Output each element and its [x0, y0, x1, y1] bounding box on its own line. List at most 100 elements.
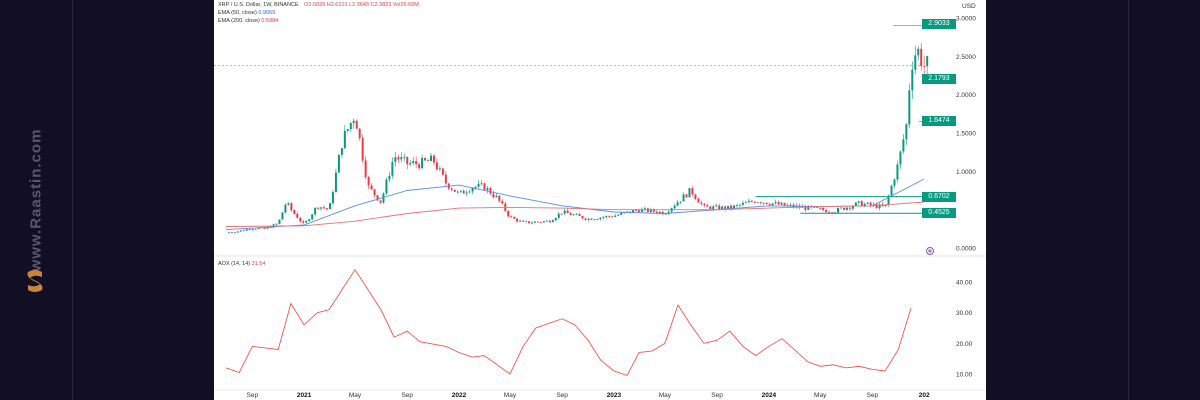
- aox-line: [225, 268, 912, 376]
- candle-body: [860, 201, 863, 207]
- candle-body: [287, 203, 290, 205]
- candle-body: [649, 209, 652, 212]
- candle-body: [727, 205, 730, 210]
- candle-body: [343, 130, 346, 149]
- x-tick-label: 2023: [607, 392, 622, 399]
- candle-body: [501, 200, 504, 204]
- candle-body: [427, 160, 430, 162]
- candle-body: [296, 213, 299, 219]
- candle-body: [352, 120, 355, 123]
- candle-body: [839, 207, 842, 209]
- candle-body: [715, 205, 718, 207]
- candle-body: [899, 151, 902, 165]
- candle-body: [251, 228, 254, 230]
- candle-body: [896, 164, 899, 180]
- candle-body: [640, 209, 643, 212]
- candle-body: [528, 221, 531, 224]
- candle-body: [415, 161, 418, 165]
- candle-body: [531, 222, 534, 224]
- candle-body: [328, 203, 331, 210]
- candle-body: [230, 232, 233, 234]
- candle-body: [584, 218, 587, 220]
- aox-tick-label: 20.00: [956, 341, 973, 348]
- candle-body: [602, 217, 605, 219]
- candle-body: [608, 216, 611, 217]
- candle-body: [926, 56, 929, 67]
- candle-body: [429, 155, 432, 162]
- candle-body: [394, 157, 397, 162]
- candle-body: [923, 66, 926, 67]
- candle-body: [679, 201, 682, 203]
- candle-body: [498, 195, 501, 201]
- candle-body: [373, 189, 376, 196]
- candle-body: [744, 202, 747, 204]
- ema50-legend: EMA (50, close) 0.9069: [218, 10, 275, 17]
- candle-body: [658, 211, 661, 214]
- aox-tick-label: 40.00: [956, 280, 973, 287]
- candle-body: [637, 210, 640, 212]
- candle-body: [661, 211, 664, 215]
- candle-body: [513, 216, 516, 219]
- x-tick-label: Sep: [867, 392, 879, 399]
- candle-body: [284, 204, 287, 213]
- candle-body: [364, 160, 367, 178]
- candle-body: [712, 206, 715, 210]
- candle-body: [563, 210, 566, 214]
- candle-body: [337, 154, 340, 173]
- candle-body: [703, 203, 706, 206]
- x-tick-label: May: [659, 392, 672, 399]
- candle-body: [908, 90, 911, 125]
- frame-line-left: [72, 0, 73, 400]
- price-tick-label: 0.0000: [956, 246, 976, 253]
- candle-body: [724, 206, 727, 210]
- candle-body: [495, 195, 498, 198]
- candle-body: [768, 204, 771, 206]
- candle-body: [471, 187, 474, 192]
- ema50-value: 0.9069: [258, 10, 276, 16]
- candle-body: [709, 206, 712, 210]
- candle-body: [617, 214, 620, 216]
- candle-body: [741, 202, 744, 205]
- candle-body: [857, 201, 860, 203]
- candle-body: [777, 202, 780, 205]
- candle-body: [774, 202, 777, 204]
- candle-body: [721, 206, 724, 210]
- candle-body: [878, 204, 881, 209]
- candle-body: [756, 202, 759, 204]
- candle-body: [462, 190, 465, 194]
- candle-body: [738, 204, 741, 206]
- candle-body: [611, 216, 614, 218]
- candle-body: [596, 219, 599, 220]
- candle-body: [331, 192, 334, 204]
- candle-body: [492, 193, 495, 198]
- candle-body: [474, 186, 477, 188]
- candle-body: [590, 218, 593, 220]
- candle-body: [554, 217, 557, 221]
- candle-body: [759, 202, 762, 204]
- candle-body: [406, 156, 409, 165]
- candle-body: [533, 221, 536, 223]
- candle-body: [340, 148, 343, 155]
- candle-body: [346, 129, 349, 131]
- candle-body: [694, 194, 697, 199]
- chart-canvas[interactable]: USD 3.0000 2.5000 2.0000 1.5000 1.0000 0.0000 4…: [214, 0, 986, 400]
- watermark-text: www.Raastin.com: [27, 128, 45, 272]
- candle-body: [664, 213, 667, 215]
- price-badge-level-1: 1.6474: [922, 116, 956, 126]
- candle-body: [510, 216, 513, 218]
- candle-body: [486, 188, 489, 191]
- candle-body: [536, 221, 539, 223]
- chart-panel[interactable]: USD 3.0000 2.5000 2.0000 1.5000 1.0000 0.0000 4…: [214, 0, 986, 400]
- candle-body: [920, 48, 923, 67]
- candle-body: [691, 188, 694, 195]
- aox-label: AOX (14, 14): [218, 261, 251, 267]
- candle-body: [400, 157, 403, 160]
- candle-body: [305, 221, 308, 223]
- candle-body: [326, 208, 329, 210]
- candle-body: [551, 220, 554, 223]
- candle-body: [893, 179, 896, 186]
- candle-body: [522, 220, 525, 222]
- candle-body: [465, 192, 468, 194]
- x-tick-label: 202: [919, 392, 930, 399]
- candle-body: [361, 138, 364, 161]
